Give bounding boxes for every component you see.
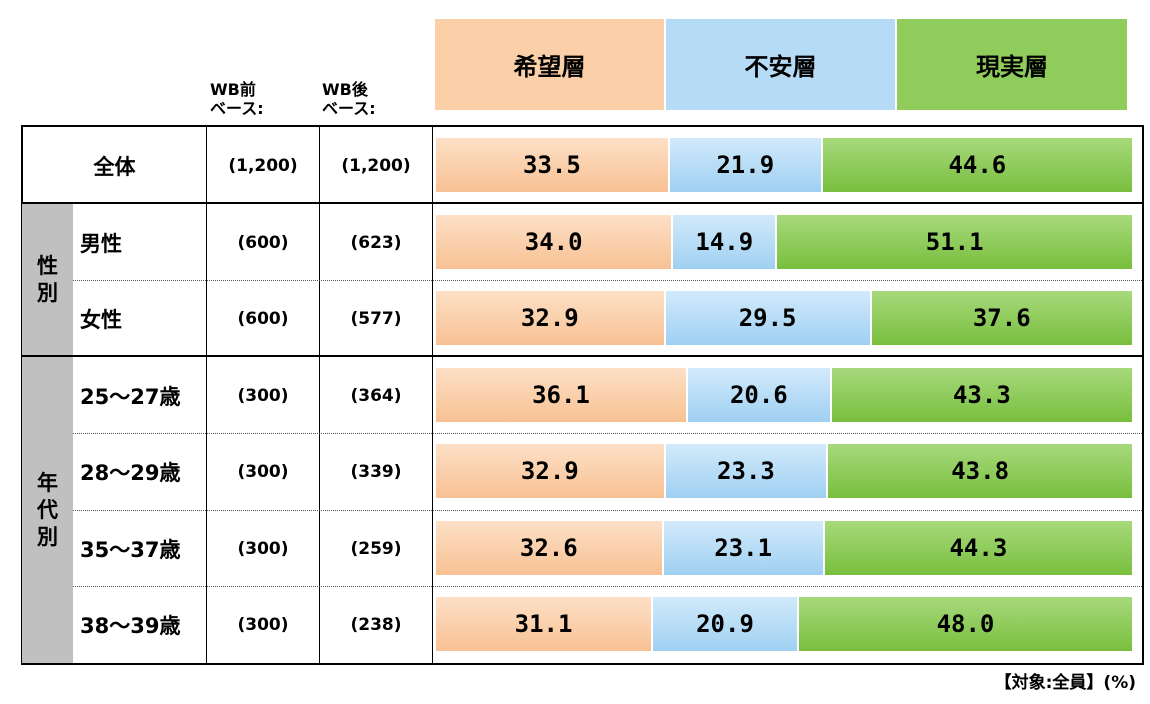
bar-segment: 23.3 — [664, 443, 828, 499]
data-label: 37.6 — [972, 304, 1031, 332]
data-label: 29.5 — [738, 304, 797, 332]
bar-segment: 32.9 — [435, 443, 665, 499]
row-label: 25～27歳 — [80, 384, 181, 409]
row-divider — [73, 510, 1142, 511]
bar-segment: 48.0 — [797, 596, 1133, 652]
base-after-value: (577) — [350, 308, 402, 329]
base-after-value: (259) — [350, 538, 402, 559]
row-label: 28～29歳 — [80, 460, 181, 485]
bar-segment: 51.1 — [776, 214, 1133, 270]
data-label: 33.5 — [523, 151, 581, 179]
data-label: 32.6 — [519, 534, 578, 562]
data-label: 31.1 — [514, 610, 573, 638]
footnote: 【対象:全員】(%) — [994, 673, 1136, 693]
data-label: 32.9 — [520, 457, 579, 485]
bar-segment: 31.1 — [435, 596, 653, 652]
row-divider — [73, 586, 1142, 587]
base-before-value: (300) — [237, 461, 289, 482]
bar-segment: 32.6 — [435, 520, 663, 576]
data-label: 23.3 — [717, 457, 775, 485]
data-label: 43.3 — [952, 381, 1011, 409]
row-label: 38～39歳 — [80, 613, 181, 638]
data-label: 21.9 — [716, 151, 775, 179]
bar-segment: 20.6 — [686, 367, 831, 423]
bar-segment: 21.9 — [668, 137, 822, 193]
data-label: 44.3 — [949, 534, 1008, 562]
data-label: 20.6 — [729, 381, 788, 409]
data-label: 48.0 — [936, 610, 995, 638]
row-label: 全体 — [93, 154, 136, 179]
row-label: 35～37歳 — [80, 537, 181, 562]
data-label: 23.1 — [714, 534, 773, 562]
column-divider — [432, 125, 433, 665]
base-after-header: WB後 ベース: — [322, 80, 376, 118]
legend-item-2: 現実層 — [897, 19, 1129, 110]
group-label-1: 年 代 別 — [22, 357, 73, 663]
data-label: 36.1 — [532, 381, 590, 409]
base-after-value: (339) — [350, 461, 402, 482]
row-divider — [73, 280, 1142, 281]
row-divider — [73, 433, 1142, 434]
bar-segment: 23.1 — [662, 520, 824, 576]
bar-segment: 36.1 — [435, 367, 687, 423]
table-border-top — [21, 125, 1144, 127]
column-divider — [319, 125, 320, 665]
base-after-value: (623) — [350, 232, 402, 253]
data-label: 51.1 — [925, 228, 984, 256]
column-divider — [206, 125, 207, 665]
table-border-bottom — [21, 663, 1144, 665]
data-label: 44.6 — [948, 151, 1007, 179]
bar-segment: 43.8 — [827, 443, 1133, 499]
data-label: 32.9 — [520, 304, 579, 332]
data-label: 20.9 — [696, 610, 754, 638]
data-label: 43.8 — [951, 457, 1010, 485]
base-before-value: (600) — [237, 232, 289, 253]
data-label: 34.0 — [524, 228, 583, 256]
base-before-value: (1,200) — [228, 155, 298, 176]
bar-segment: 44.3 — [823, 520, 1133, 576]
bar-segment: 29.5 — [664, 290, 871, 346]
base-after-value: (364) — [350, 385, 402, 406]
base-after-value: (238) — [350, 614, 402, 635]
row-divider — [21, 202, 1144, 204]
row-label: 女性 — [80, 307, 122, 332]
bar-segment: 34.0 — [435, 214, 673, 270]
base-before-value: (300) — [237, 385, 289, 406]
base-before-value: (300) — [237, 538, 289, 559]
bar-segment: 14.9 — [672, 214, 777, 270]
base-before-header: WB前 ベース: — [210, 80, 264, 118]
bar-segment: 37.6 — [870, 290, 1133, 346]
row-label: 男性 — [80, 231, 122, 256]
base-before-value: (300) — [237, 614, 289, 635]
group-label-0: 性 別 — [22, 204, 73, 355]
data-label: 14.9 — [695, 228, 754, 256]
base-before-value: (600) — [237, 308, 289, 329]
bar-segment: 20.9 — [652, 596, 798, 652]
legend-item-0: 希望層 — [435, 19, 666, 110]
table-border-right — [1142, 125, 1144, 665]
legend-item-1: 不安層 — [666, 19, 897, 110]
bar-segment: 43.3 — [830, 367, 1133, 423]
bar-segment: 33.5 — [435, 137, 669, 193]
bar-segment: 44.6 — [821, 137, 1133, 193]
base-after-value: (1,200) — [341, 155, 411, 176]
row-divider — [21, 355, 1144, 357]
bar-segment: 32.9 — [435, 290, 665, 346]
